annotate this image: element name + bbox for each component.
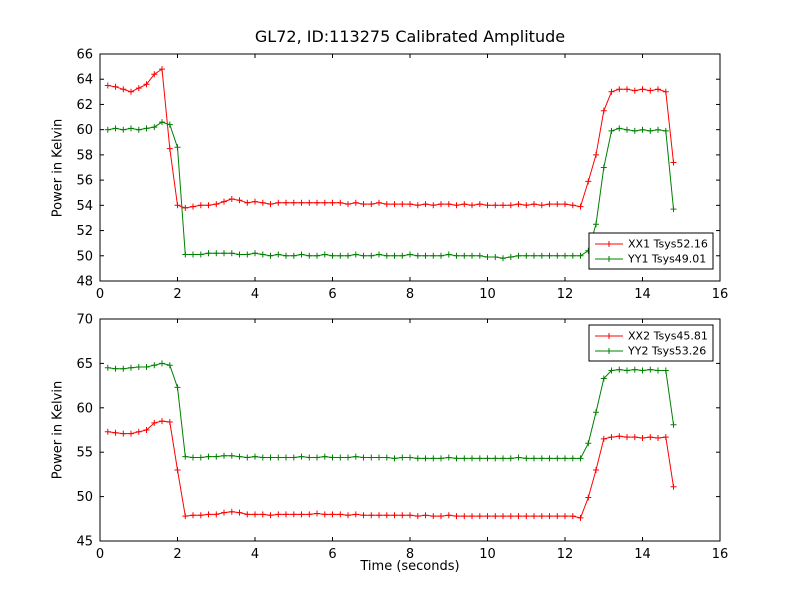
x-tick-label: 2 xyxy=(173,287,181,302)
series-markers xyxy=(104,66,677,211)
y-tick-label: 45 xyxy=(76,535,93,550)
series-line xyxy=(107,68,674,209)
y-tick-label: 58 xyxy=(76,148,93,163)
series-markers xyxy=(104,418,677,521)
legend-marker xyxy=(606,348,612,354)
x-tick-label: 4 xyxy=(251,547,259,562)
legend-label: YY2 Tsys53.26 xyxy=(627,345,706,358)
series-markers xyxy=(104,360,677,462)
legend-label: XX1 Tsys52.16 xyxy=(628,238,708,251)
legend-label: YY1 Tsys49.01 xyxy=(627,253,706,266)
y-tick-label: 54 xyxy=(76,199,93,214)
x-tick-label: 12 xyxy=(557,287,574,302)
y-tick-label: 64 xyxy=(76,73,93,88)
series-markers xyxy=(104,119,677,262)
x-tick-label: 16 xyxy=(712,547,729,562)
x-tick-label: 6 xyxy=(328,547,336,562)
x-tick-label: 10 xyxy=(479,287,496,302)
y-tick-label: 66 xyxy=(76,48,93,63)
x-tick-label: 0 xyxy=(96,287,104,302)
y-tick-label: 48 xyxy=(76,275,93,290)
y-tick-label: 50 xyxy=(76,249,93,264)
x-tick-label: 8 xyxy=(406,547,414,562)
y-tick-label: 50 xyxy=(76,490,93,505)
plot-title: GL72, ID:113275 Calibrated Amplitude xyxy=(254,27,566,46)
x-tick-label: 6 xyxy=(328,287,336,302)
x-tick-label: 0 xyxy=(96,547,104,562)
legend: XX1 Tsys52.16 YY1 Tsys49.01 xyxy=(588,232,714,270)
legend: XX2 Tsys45.81 YY2 Tsys53.26 xyxy=(588,324,714,362)
y-tick-label: 52 xyxy=(76,224,93,239)
y-tick-label: 55 xyxy=(76,446,93,461)
y-tick-label: 60 xyxy=(76,123,93,138)
series-line xyxy=(107,420,674,519)
x-axis-label: Time (seconds) xyxy=(360,559,460,574)
legend-marker xyxy=(606,256,612,262)
x-tick-label: 16 xyxy=(712,287,729,302)
x-tick-label: 14 xyxy=(634,547,651,562)
y-tick-label: 62 xyxy=(76,98,93,113)
y-tick-label: 56 xyxy=(76,174,93,189)
x-tick-label: 14 xyxy=(634,287,651,302)
legend-label: XX2 Tsys45.81 xyxy=(628,330,708,343)
y-tick-label: 65 xyxy=(76,357,93,372)
x-tick-label: 10 xyxy=(479,547,496,562)
x-tick-label: 2 xyxy=(173,547,181,562)
x-tick-label: 8 xyxy=(406,287,414,302)
subplot-2: 0 2 4 6 8 10 12 14 16 45 50 55 60 65 70 XX2 Tsys45.81 YY… xyxy=(76,313,728,563)
x-tick-label: 12 xyxy=(557,547,574,562)
legend-box xyxy=(588,232,714,270)
y-tick-label: 70 xyxy=(76,313,93,328)
legend-box xyxy=(588,324,714,362)
x-tick-label: 4 xyxy=(251,287,259,302)
legend-marker xyxy=(606,333,612,339)
legend-marker xyxy=(606,241,612,247)
y-tick-label: 60 xyxy=(76,401,93,416)
subplot-1: 0 2 4 6 8 10 12 14 16 48 50 52 54 56 58 60 62 64 66 XX1 Tsy… xyxy=(76,48,728,303)
